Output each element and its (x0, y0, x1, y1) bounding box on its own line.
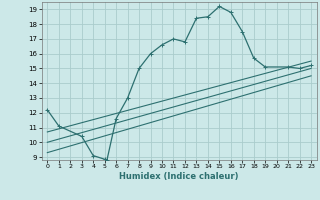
X-axis label: Humidex (Indice chaleur): Humidex (Indice chaleur) (119, 172, 239, 181)
